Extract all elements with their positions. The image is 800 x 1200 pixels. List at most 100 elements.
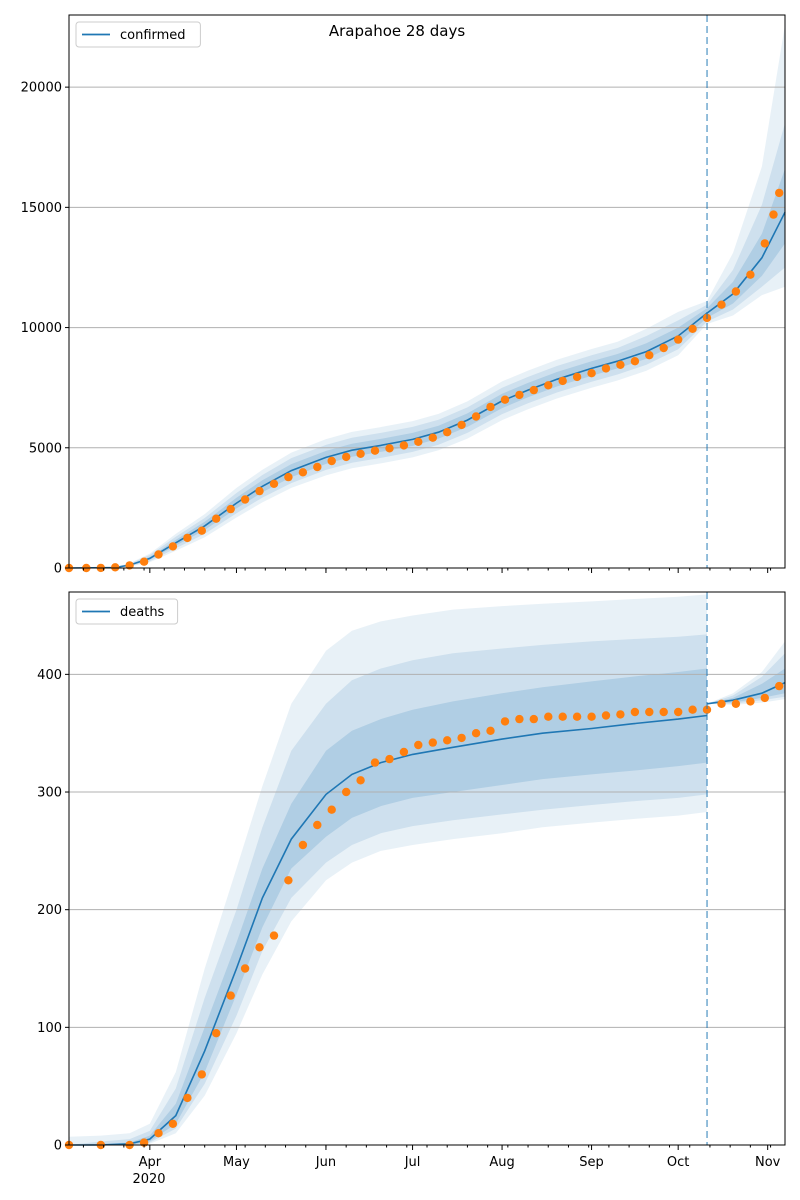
x-tick-label: Apr — [139, 1155, 162, 1170]
observed-point — [457, 733, 466, 743]
observed-point — [370, 758, 380, 767]
observed-point — [139, 557, 149, 566]
observed-point — [168, 1119, 178, 1129]
observed-point — [154, 1129, 163, 1138]
observed-point — [356, 776, 365, 785]
observed-point — [212, 514, 221, 523]
observed-point — [327, 456, 336, 466]
x-tick-label: Nov — [755, 1155, 781, 1170]
chart-title: Arapahoe 28 days — [329, 22, 465, 40]
observed-point — [746, 270, 755, 279]
observed-point — [674, 707, 683, 717]
observed-point — [385, 444, 394, 453]
observed-point — [544, 381, 553, 390]
observed-point — [240, 495, 250, 504]
x-tick-label: Sep — [579, 1155, 604, 1170]
observed-point — [515, 714, 524, 724]
deaths-y-axis: 0 100 200 300 400 — [37, 668, 69, 1154]
observed-point — [399, 441, 409, 450]
confirmed-y-axis: 0 5000 10000 15000 20000 — [21, 81, 69, 577]
observed-point — [500, 717, 510, 726]
legend-label: confirmed — [120, 28, 186, 43]
model-band-80 — [69, 634, 707, 1145]
observed-point — [601, 364, 611, 373]
observed-point — [775, 188, 784, 198]
observed-point — [197, 1070, 206, 1079]
observed-point — [154, 550, 163, 559]
observed-point — [471, 729, 481, 738]
observed-point — [269, 479, 279, 488]
observed-point — [356, 449, 365, 458]
confirmed-observed-points — [64, 188, 784, 573]
observed-point — [255, 943, 264, 952]
y-tick-label: 100 — [37, 1021, 62, 1036]
observed-point — [731, 287, 741, 296]
observed-point — [760, 693, 769, 703]
observed-point — [298, 468, 308, 477]
observed-point — [414, 740, 423, 750]
observed-point — [414, 437, 423, 446]
model-band-50 — [69, 168, 785, 568]
observed-point — [255, 486, 264, 496]
y-tick-label: 400 — [37, 668, 62, 683]
y-tick-label: 200 — [37, 903, 62, 918]
deaths-uncertainty-bands — [69, 594, 785, 1145]
observed-point — [298, 840, 308, 850]
observed-point — [702, 705, 712, 714]
observed-point — [572, 712, 582, 721]
observed-point — [212, 1029, 221, 1038]
observed-point — [717, 699, 726, 708]
observed-point — [717, 300, 726, 309]
observed-point — [674, 335, 683, 344]
observed-point — [486, 402, 495, 412]
observed-point — [342, 452, 351, 462]
y-tick-label: 15000 — [21, 201, 62, 216]
x-axis-year-label: 2020 — [132, 1172, 165, 1187]
observed-point — [616, 710, 625, 719]
observed-point — [587, 712, 596, 721]
observed-point — [601, 711, 611, 720]
y-tick-label: 10000 — [21, 321, 62, 336]
observed-point — [515, 390, 524, 400]
observed-point — [775, 681, 784, 691]
observed-point — [645, 707, 654, 717]
observed-point — [529, 385, 538, 395]
observed-point — [500, 395, 510, 404]
observed-point — [183, 1093, 192, 1103]
observed-point — [659, 343, 668, 353]
observed-point — [760, 239, 769, 248]
observed-point — [385, 754, 394, 764]
model-median-line — [68, 211, 786, 569]
observed-point — [457, 420, 466, 430]
y-tick-label: 300 — [37, 786, 62, 801]
confirmed-gridlines — [69, 86, 785, 449]
observed-point — [616, 360, 625, 369]
observed-point — [313, 462, 322, 472]
observed-point — [443, 736, 452, 745]
x-tick-label: Aug — [489, 1155, 514, 1170]
legend-box — [75, 21, 201, 48]
observed-point — [688, 705, 697, 714]
observed-point — [587, 369, 596, 378]
observed-point — [370, 446, 380, 455]
confirmed-uncertainty-bands — [69, 24, 785, 569]
observed-point — [240, 964, 250, 973]
observed-point — [428, 738, 437, 747]
deaths-panel: 0 100 200 300 400 Apr May Jun Jul Aug Sep Oct Nov d… — [37, 591, 786, 1187]
legend-box — [75, 598, 179, 625]
observed-point — [630, 707, 640, 717]
observed-point — [486, 726, 495, 735]
x-tick-label: May — [223, 1155, 250, 1170]
observed-point — [183, 533, 192, 543]
confirmed-legend: confirmed — [75, 21, 201, 48]
model-band-50 — [69, 668, 707, 1145]
model-median-line — [69, 714, 708, 1146]
observed-point — [428, 433, 437, 442]
confirmed-panel: 0 5000 10000 15000 20000 confirmed Arapahoe … — [21, 14, 786, 577]
x-tick-label: Oct — [667, 1155, 689, 1170]
observed-point — [226, 504, 235, 514]
observed-point — [313, 820, 322, 830]
confirmed-model-line — [68, 211, 786, 569]
axes-frame — [68, 14, 786, 569]
y-tick-label: 0 — [54, 562, 62, 577]
